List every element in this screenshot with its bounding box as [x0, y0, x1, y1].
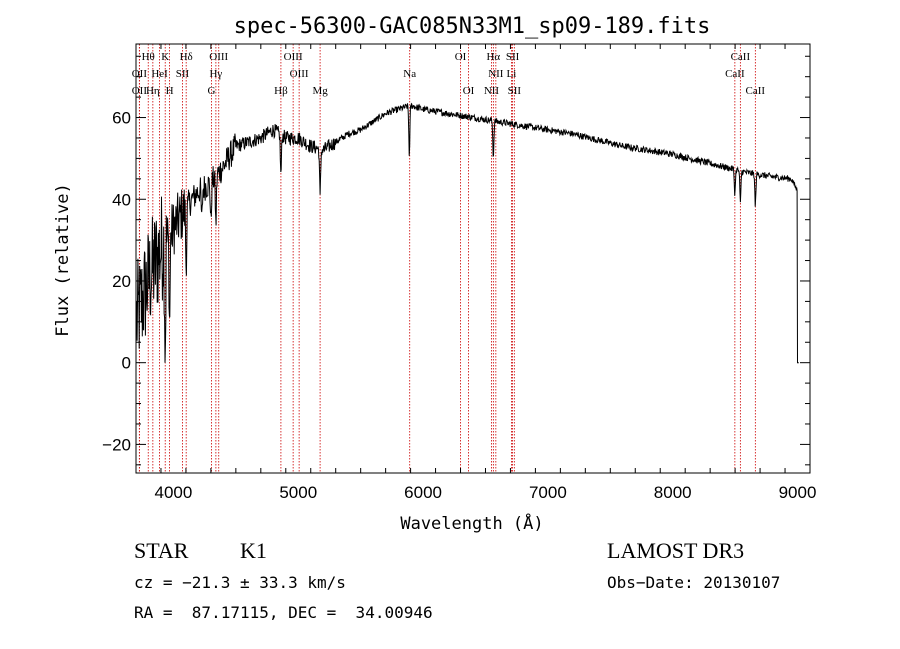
- x-tick-label: 6000: [404, 483, 442, 502]
- y-tick-label: 60: [112, 109, 131, 128]
- line-label: SII: [508, 85, 522, 97]
- line-label: Na: [403, 68, 416, 80]
- line-label: NII: [488, 68, 504, 80]
- x-tick-label: 7000: [529, 483, 567, 502]
- line-label: Hθ: [142, 51, 155, 63]
- y-tick-label: −20: [102, 435, 131, 454]
- x-tick-label: 5000: [279, 483, 317, 502]
- line-label: Hα: [486, 51, 500, 63]
- line-label: OI: [463, 85, 475, 97]
- line-label: H: [166, 85, 174, 97]
- line-label: Hβ: [274, 85, 288, 97]
- x-tick-label: 4000: [155, 483, 193, 502]
- survey-name: LAMOST DR3: [607, 538, 745, 563]
- chart-title: spec-56300-GAC085N33M1_sp09-189.fits: [234, 14, 711, 39]
- line-label: OIII: [290, 68, 309, 80]
- y-tick-label: 0: [122, 354, 131, 373]
- y-tick-labels: −20 0 20 40 60: [102, 109, 131, 455]
- line-label: OII: [132, 68, 148, 80]
- line-label: Hγ: [209, 68, 222, 80]
- line-label: NII: [484, 85, 500, 97]
- x-axis-label: Wavelength (Å): [400, 512, 543, 534]
- line-label: CaII: [725, 68, 745, 80]
- line-label: SII: [506, 51, 520, 63]
- line-markers: [138, 44, 756, 473]
- plot-axes: [135, 43, 811, 474]
- spectrum-line: [136, 102, 799, 364]
- redshift-cz: cz = −21.3 ± 33.3 km/s: [134, 573, 346, 592]
- x-tick-labels: 4000 5000 6000 7000 8000 9000: [155, 483, 817, 502]
- line-labels: Hθ K Hδ OIII OIII OI Hα SII CaII OII HeI SII Hγ OIII N…: [132, 51, 766, 97]
- line-label: SII: [176, 68, 190, 80]
- line-label: CaII: [731, 51, 751, 63]
- line-label: Li: [507, 68, 517, 80]
- line-label: G: [208, 85, 216, 97]
- obs-date: Obs−Date: 20130107: [607, 573, 781, 592]
- object-class: STAR: [134, 538, 189, 563]
- line-label: CaII: [746, 85, 766, 97]
- x-tick-label: 8000: [654, 483, 692, 502]
- line-label: OI: [455, 51, 467, 63]
- line-label: HeI: [151, 68, 168, 80]
- x-tick-label: 9000: [779, 483, 817, 502]
- object-subclass: K1: [240, 538, 267, 563]
- y-tick-label: 40: [112, 190, 131, 209]
- y-tick-label: 20: [112, 272, 131, 291]
- line-label: OIII: [284, 51, 303, 63]
- line-label: K: [161, 51, 169, 63]
- line-label: OII: [132, 85, 148, 97]
- ra-dec: RA = 87.17115, DEC = 34.00946: [134, 603, 433, 622]
- plot-frame: [135, 43, 811, 474]
- line-label: Hη: [146, 85, 160, 97]
- line-label: Hδ: [180, 51, 193, 63]
- y-axis-label: Flux (relative): [53, 183, 73, 337]
- line-label: Mg: [312, 85, 328, 97]
- line-label: OIII: [209, 51, 228, 63]
